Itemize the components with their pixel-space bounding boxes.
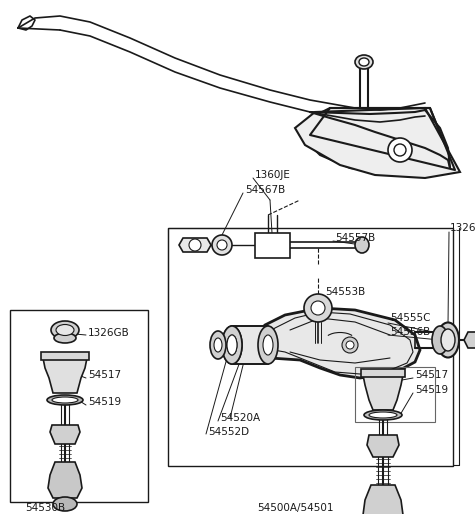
Ellipse shape: [441, 329, 455, 351]
Ellipse shape: [263, 335, 273, 355]
Ellipse shape: [222, 326, 242, 364]
Ellipse shape: [227, 335, 237, 355]
Text: 54556B: 54556B: [390, 327, 430, 337]
Circle shape: [311, 301, 325, 315]
Text: 54557B: 54557B: [335, 233, 375, 243]
Text: 54500A/54501: 54500A/54501: [257, 503, 333, 513]
Polygon shape: [464, 332, 475, 348]
Text: 54517: 54517: [415, 370, 448, 380]
Text: 54553B: 54553B: [325, 287, 365, 297]
Polygon shape: [50, 425, 80, 444]
Circle shape: [212, 235, 232, 255]
Ellipse shape: [258, 326, 278, 364]
Text: 54567B: 54567B: [245, 185, 285, 195]
Ellipse shape: [210, 331, 226, 359]
Text: 54520A: 54520A: [220, 413, 260, 423]
Circle shape: [304, 294, 332, 322]
Polygon shape: [363, 375, 403, 410]
Circle shape: [388, 138, 412, 162]
Ellipse shape: [56, 324, 74, 336]
Bar: [255, 233, 290, 258]
Ellipse shape: [355, 55, 373, 69]
Polygon shape: [43, 358, 87, 393]
Ellipse shape: [359, 58, 369, 66]
Text: 54519: 54519: [415, 385, 448, 395]
Ellipse shape: [53, 497, 77, 511]
Circle shape: [189, 239, 201, 251]
Text: 1360JE: 1360JE: [255, 170, 291, 180]
Bar: [232, 326, 268, 364]
Polygon shape: [248, 308, 420, 378]
Circle shape: [217, 240, 227, 250]
Ellipse shape: [51, 321, 79, 339]
Ellipse shape: [47, 395, 83, 405]
Bar: [355, 367, 435, 422]
Text: 54552D: 54552D: [208, 427, 249, 437]
Ellipse shape: [364, 410, 402, 420]
Ellipse shape: [222, 326, 242, 364]
Bar: [41, 352, 89, 360]
Text: 54519: 54519: [88, 397, 121, 407]
Polygon shape: [295, 108, 460, 178]
Text: 1326GB: 1326GB: [450, 223, 475, 233]
Ellipse shape: [432, 326, 448, 354]
Ellipse shape: [227, 335, 237, 355]
Circle shape: [346, 341, 354, 349]
Ellipse shape: [355, 237, 369, 253]
Text: 54517: 54517: [88, 370, 121, 380]
Ellipse shape: [214, 338, 222, 352]
Polygon shape: [363, 485, 403, 514]
Polygon shape: [300, 108, 455, 175]
Text: 54530B: 54530B: [25, 503, 65, 513]
Ellipse shape: [52, 397, 78, 403]
Circle shape: [342, 337, 358, 353]
Polygon shape: [48, 462, 82, 498]
Text: 54555C: 54555C: [390, 313, 430, 323]
Ellipse shape: [437, 322, 459, 358]
Ellipse shape: [54, 333, 76, 343]
Bar: [361, 369, 405, 377]
Polygon shape: [367, 435, 399, 457]
Ellipse shape: [369, 412, 397, 418]
Polygon shape: [179, 238, 211, 252]
Bar: [10, 310, 148, 502]
Bar: [168, 228, 453, 466]
Text: 1326GB: 1326GB: [88, 328, 130, 338]
Circle shape: [394, 144, 406, 156]
